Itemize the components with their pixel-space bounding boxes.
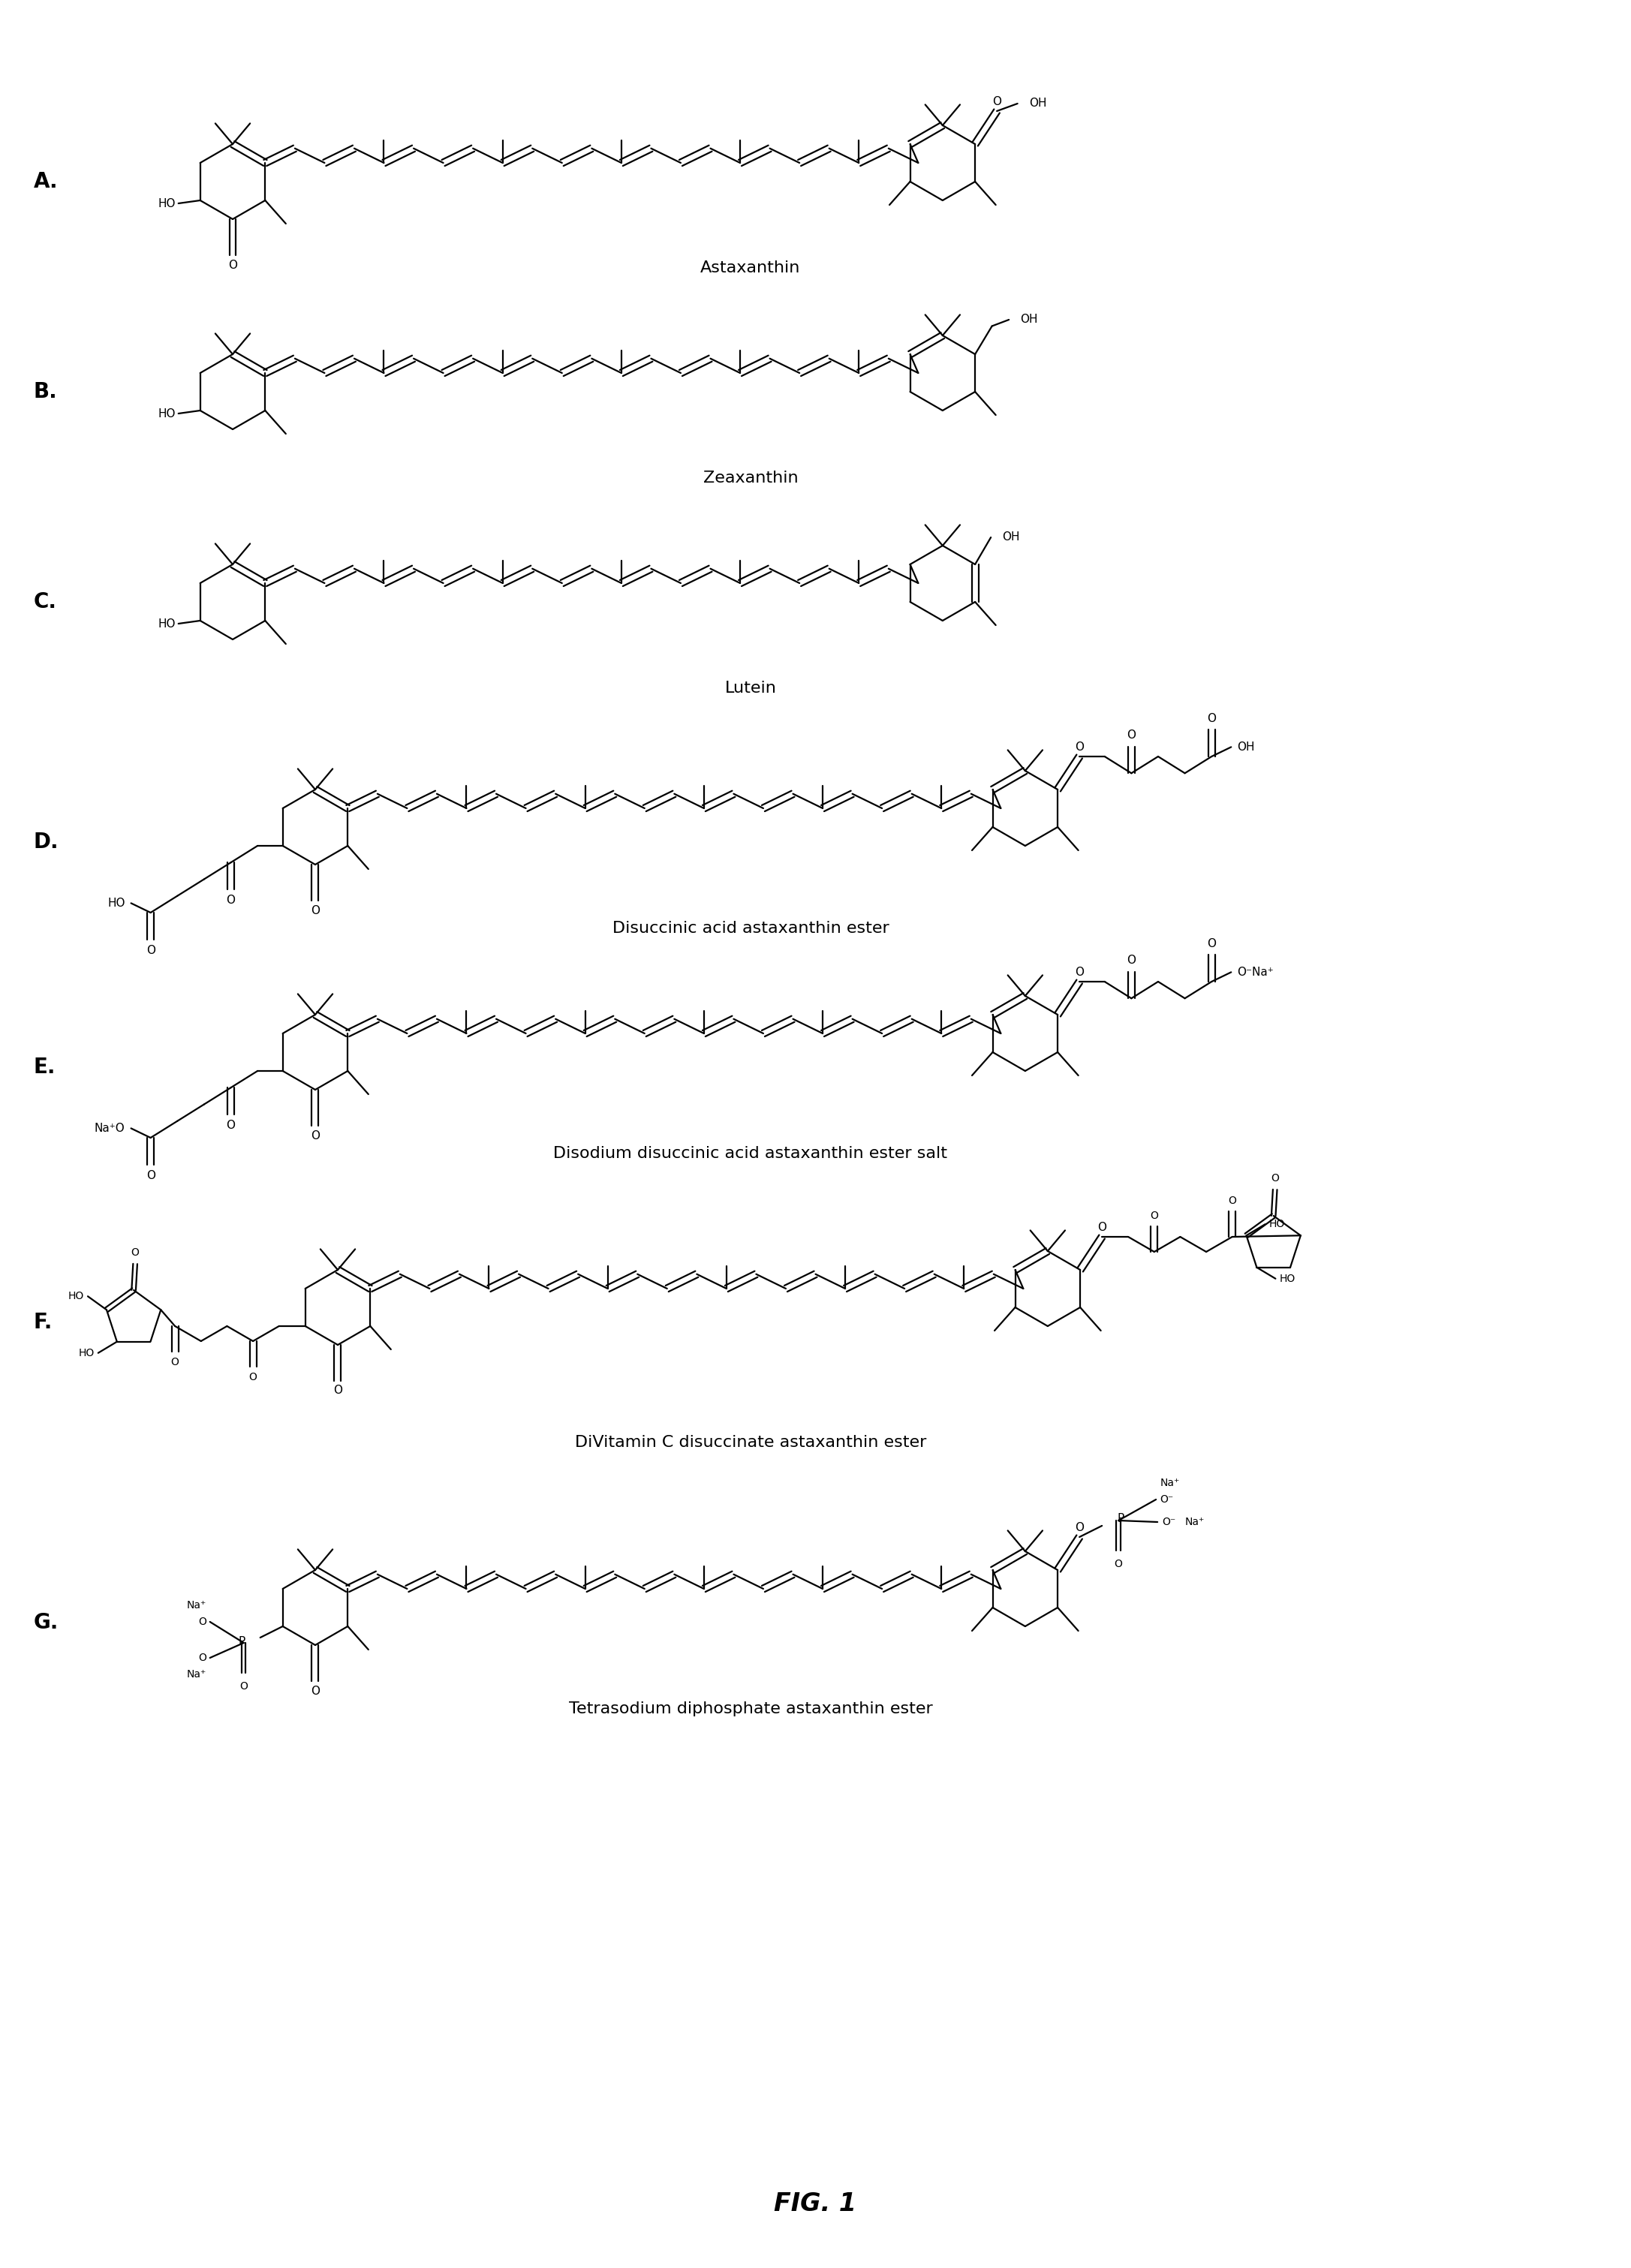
Text: HO: HO xyxy=(1269,1218,1285,1229)
Text: O: O xyxy=(1114,1558,1122,1569)
Text: O⁻Na⁺: O⁻Na⁺ xyxy=(1238,966,1274,978)
Text: O: O xyxy=(312,1129,320,1141)
Text: HO: HO xyxy=(158,408,176,420)
Text: HO: HO xyxy=(158,619,176,628)
Text: O: O xyxy=(992,95,1001,107)
Text: O: O xyxy=(333,1386,343,1397)
Text: F.: F. xyxy=(34,1311,52,1334)
Text: O: O xyxy=(147,1170,155,1182)
Text: Na⁺: Na⁺ xyxy=(1160,1479,1179,1488)
Text: O: O xyxy=(312,905,320,916)
Text: Lutein: Lutein xyxy=(724,680,776,696)
Text: O: O xyxy=(1127,955,1135,966)
Text: E.: E. xyxy=(34,1057,55,1077)
Text: O: O xyxy=(228,259,236,270)
Text: G.: G. xyxy=(34,1613,59,1633)
Text: Na⁺: Na⁺ xyxy=(186,1599,206,1610)
Text: O: O xyxy=(227,1120,235,1132)
Text: FIG. 1: FIG. 1 xyxy=(775,2191,856,2216)
Text: HO: HO xyxy=(78,1347,95,1359)
Text: Na⁺: Na⁺ xyxy=(1184,1517,1204,1526)
Text: O: O xyxy=(171,1356,179,1368)
Text: P: P xyxy=(238,1635,245,1647)
Text: O: O xyxy=(1228,1195,1236,1207)
Text: O: O xyxy=(1127,730,1135,742)
Text: O: O xyxy=(312,1685,320,1696)
Text: O: O xyxy=(197,1653,206,1662)
Text: Na⁺: Na⁺ xyxy=(186,1669,206,1681)
Text: O: O xyxy=(147,946,155,957)
Text: O: O xyxy=(227,896,235,907)
Text: OH: OH xyxy=(1029,98,1047,109)
Text: OH: OH xyxy=(1238,742,1254,753)
Text: O: O xyxy=(1098,1222,1106,1234)
Text: Tetrasodium diphosphate astaxanthin ester: Tetrasodium diphosphate astaxanthin este… xyxy=(569,1701,933,1717)
Text: C.: C. xyxy=(34,592,57,612)
Text: O: O xyxy=(1271,1173,1279,1184)
Text: OH: OH xyxy=(1019,313,1037,324)
Text: O: O xyxy=(197,1617,206,1626)
Text: O: O xyxy=(130,1247,139,1259)
Text: Astaxanthin: Astaxanthin xyxy=(701,261,801,274)
Text: O: O xyxy=(1075,742,1085,753)
Text: Disodium disuccinic acid astaxanthin ester salt: Disodium disuccinic acid astaxanthin est… xyxy=(553,1145,948,1161)
Text: Disuccinic acid astaxanthin ester: Disuccinic acid astaxanthin ester xyxy=(612,921,889,937)
Text: O: O xyxy=(1075,1522,1085,1533)
Text: O: O xyxy=(240,1681,248,1692)
Text: O: O xyxy=(1207,939,1217,950)
Text: O: O xyxy=(1150,1211,1158,1220)
Text: Zeaxanthin: Zeaxanthin xyxy=(703,469,798,485)
Text: O: O xyxy=(1207,712,1217,723)
Text: OH: OH xyxy=(1001,531,1019,542)
Text: D.: D. xyxy=(34,832,59,853)
Text: DiVitamin C disuccinate astaxanthin ester: DiVitamin C disuccinate astaxanthin este… xyxy=(574,1436,926,1449)
Text: HO: HO xyxy=(108,898,126,909)
Text: O⁻: O⁻ xyxy=(1161,1517,1176,1526)
Text: B.: B. xyxy=(34,381,57,401)
Text: O: O xyxy=(1075,966,1085,978)
Text: Na⁺O: Na⁺O xyxy=(95,1123,126,1134)
Text: HO: HO xyxy=(69,1290,85,1302)
Text: O: O xyxy=(250,1372,258,1383)
Text: HO: HO xyxy=(1279,1272,1295,1284)
Text: O⁻: O⁻ xyxy=(1160,1495,1173,1504)
Text: P: P xyxy=(1117,1513,1124,1524)
Text: A.: A. xyxy=(34,170,59,193)
Text: HO: HO xyxy=(158,197,176,209)
